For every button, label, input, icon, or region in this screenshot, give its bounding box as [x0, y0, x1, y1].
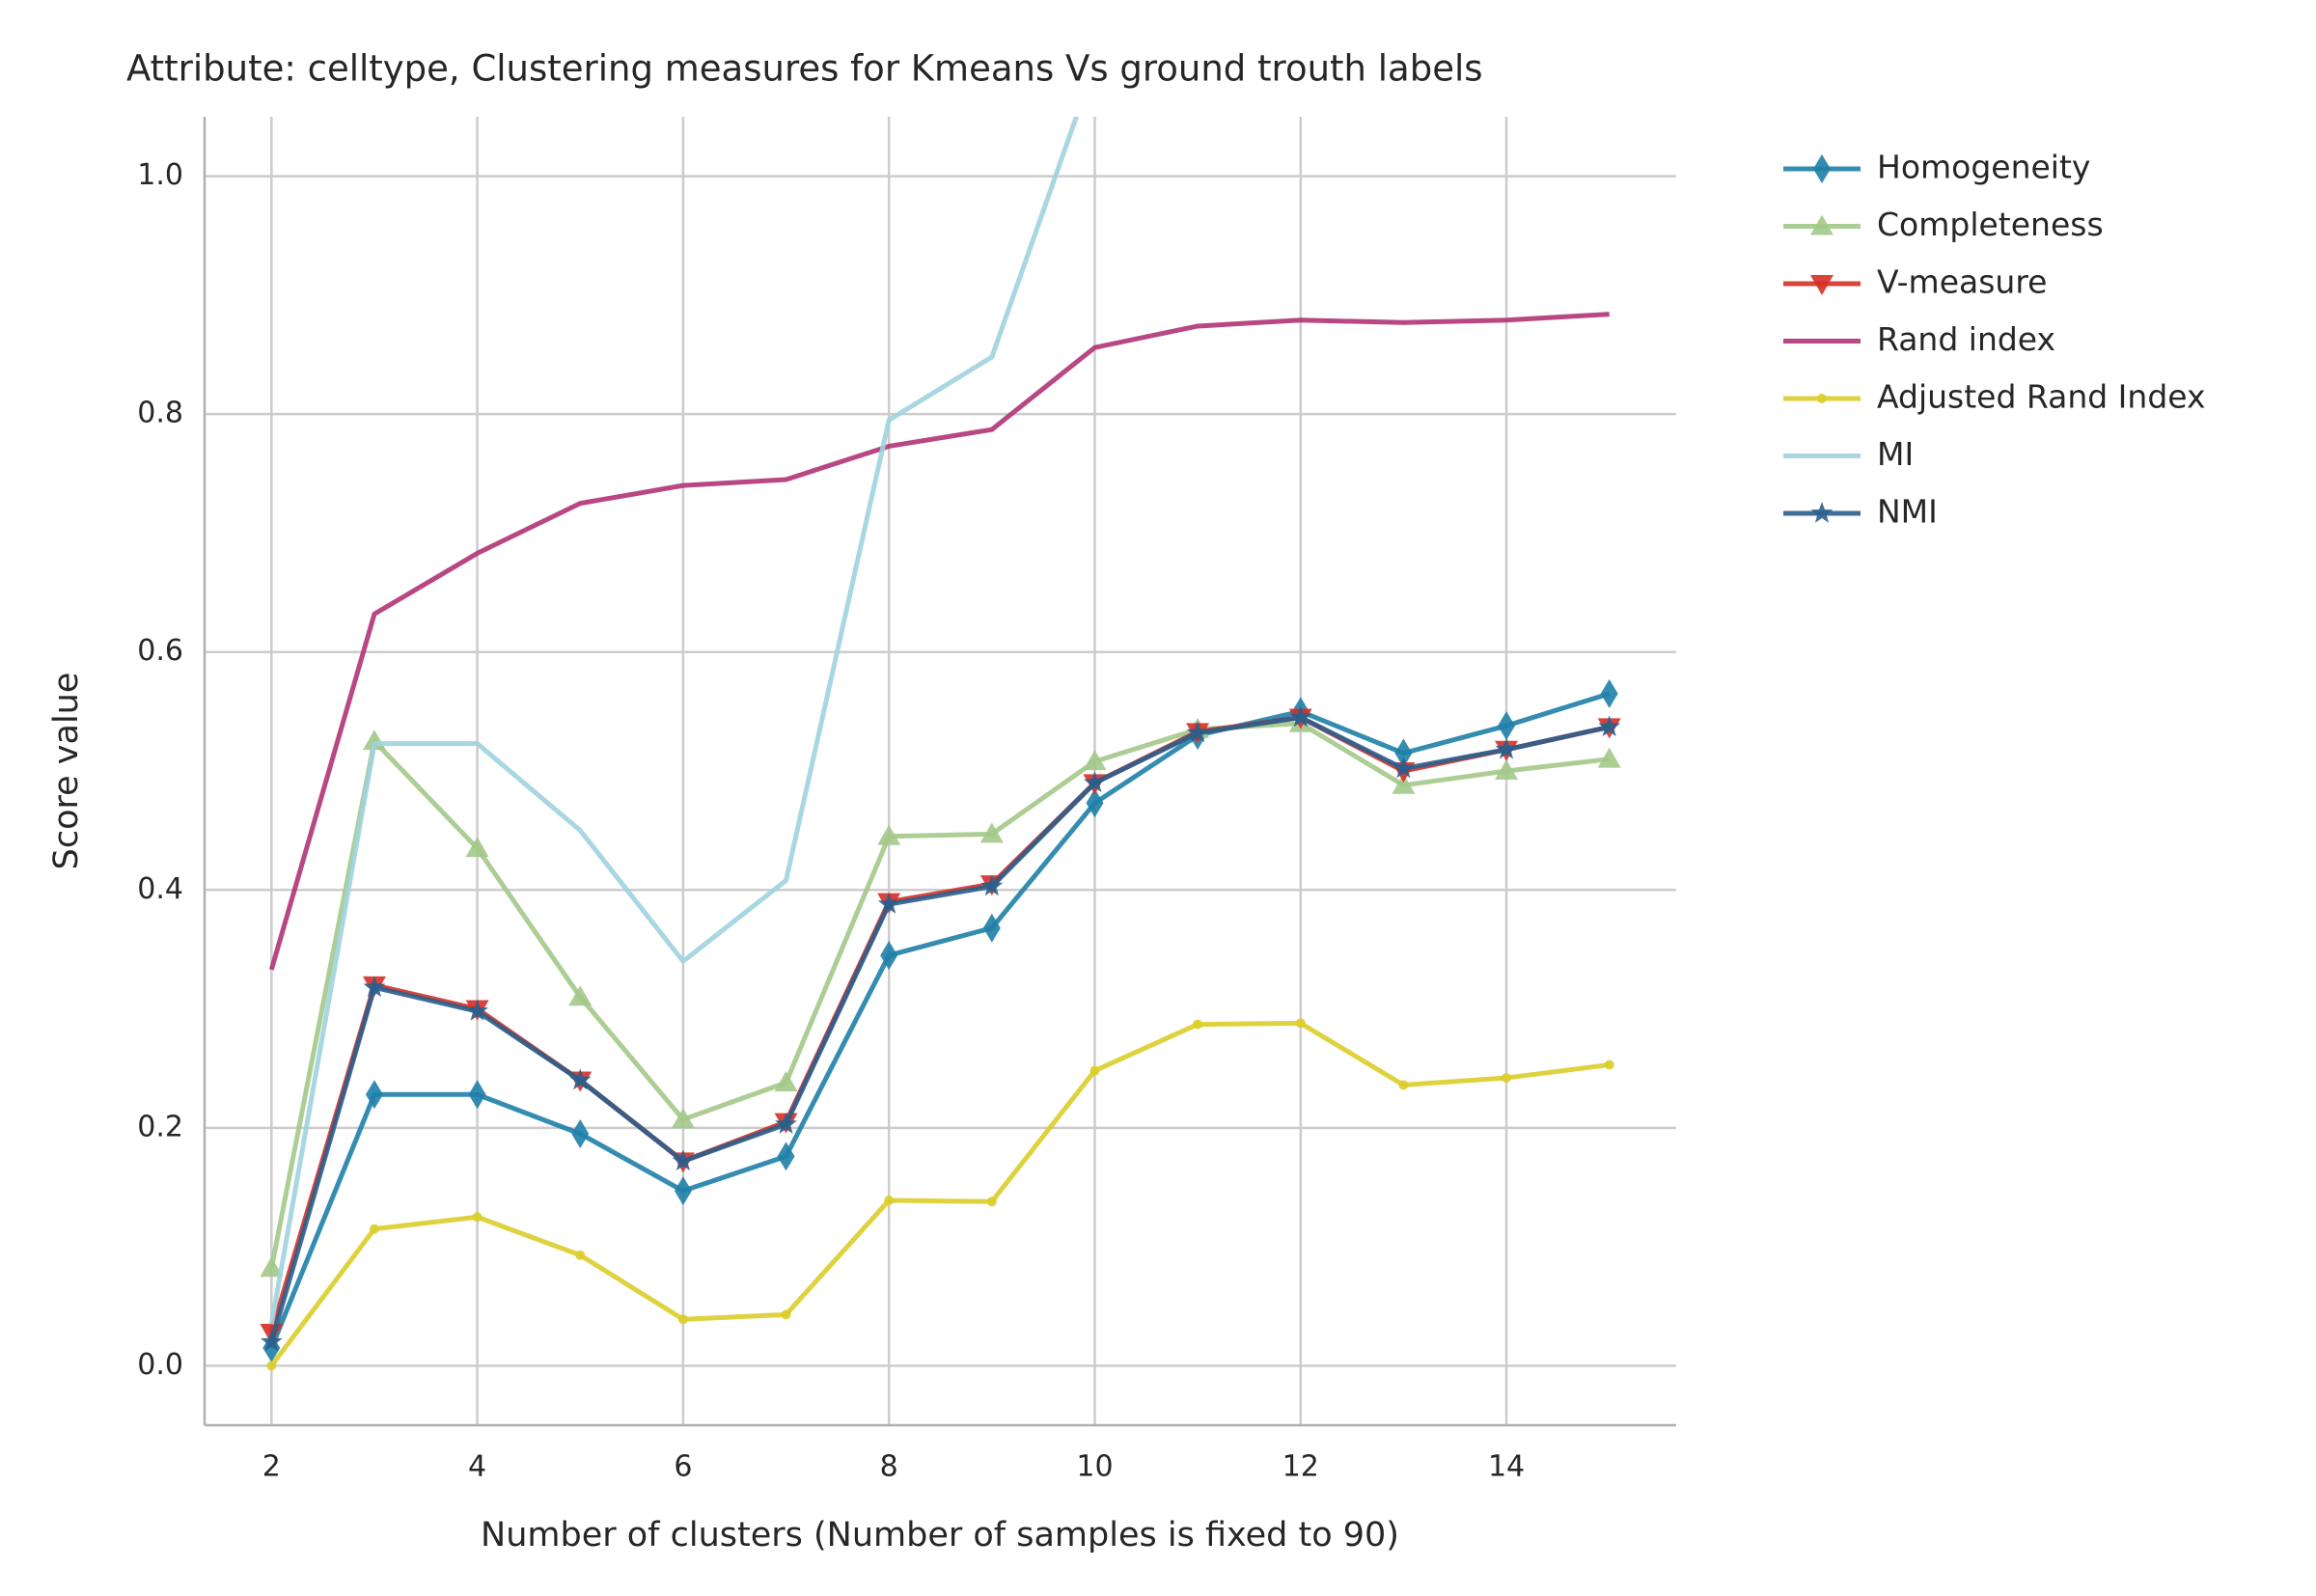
marker [571, 1118, 590, 1148]
marker [1289, 705, 1312, 728]
marker [369, 1224, 379, 1234]
marker [1600, 678, 1618, 708]
marker [877, 824, 901, 845]
legend-label: Adjusted Rand Index [1877, 378, 2206, 416]
x-axis-label: Number of clusters (Number of samples is… [481, 1516, 1399, 1555]
marker [575, 1250, 586, 1260]
marker [986, 1197, 997, 1207]
y-tick-label: 0.4 [137, 872, 183, 906]
legend-label: MI [1877, 435, 1914, 473]
marker [468, 1080, 486, 1110]
marker [877, 893, 900, 914]
marker [1392, 757, 1415, 779]
axes: 0.0 0.2 0.4 0.6 0.8 1.0 2 4 6 8 10 12 14 [137, 117, 1676, 1484]
marker [568, 985, 593, 1006]
marker [1495, 737, 1518, 759]
marker [1498, 711, 1516, 741]
marker [674, 1176, 692, 1206]
marker [1084, 771, 1106, 793]
marker [1810, 275, 1834, 295]
marker [1598, 715, 1621, 737]
x-tick-label: 4 [468, 1450, 486, 1484]
series-line [268, 312, 1610, 971]
marker [671, 1108, 695, 1129]
legend-label: Rand index [1877, 320, 2055, 358]
y-tick-label: 0.0 [137, 1348, 183, 1382]
x-tick-label: 10 [1076, 1450, 1113, 1484]
chart-title: Attribute: celltype, Clustering measures… [126, 48, 1483, 90]
legend-label: Homogeneity [1877, 149, 2090, 186]
x-tick-label: 2 [262, 1450, 281, 1484]
series-line [268, 117, 1080, 1325]
marker [1083, 750, 1107, 771]
marker [880, 941, 898, 971]
series-line [269, 691, 1611, 1349]
marker [260, 1330, 283, 1352]
x-tick-label: 6 [674, 1450, 692, 1484]
marker [363, 976, 386, 998]
marker [1502, 1073, 1512, 1084]
marker [466, 1000, 489, 1021]
grid [205, 117, 1676, 1425]
marker [1086, 788, 1104, 818]
x-tick-label: 12 [1282, 1450, 1319, 1484]
marker [672, 1149, 695, 1171]
y-tick-label: 0.6 [137, 634, 183, 668]
y-axis-label: Score value [47, 673, 86, 870]
marker [1495, 759, 1519, 780]
marker [1817, 394, 1827, 403]
marker [365, 1080, 383, 1110]
marker [1810, 214, 1834, 235]
y-tick-label: 0.2 [137, 1110, 183, 1143]
marker [1193, 1019, 1203, 1030]
marker [1089, 1065, 1100, 1076]
marker [1398, 1080, 1409, 1090]
marker [1392, 773, 1416, 794]
legend-label: Completeness [1877, 206, 2104, 243]
x-tick-label: 14 [1488, 1450, 1525, 1484]
series-line [268, 721, 1610, 1269]
marker [260, 1256, 284, 1278]
marker [1394, 738, 1413, 768]
marker [1813, 154, 1831, 183]
marker [775, 1113, 797, 1134]
marker [1186, 721, 1209, 743]
marker [774, 1070, 798, 1091]
marker [1810, 502, 1834, 523]
marker [781, 1309, 791, 1320]
legend-label: NMI [1877, 493, 1938, 531]
series-line [268, 715, 1611, 1343]
series-line [269, 1020, 1610, 1367]
marker [1604, 1059, 1614, 1070]
marker [1597, 747, 1621, 768]
x-tick-label: 8 [880, 1450, 898, 1484]
series-line [268, 715, 1611, 1334]
marker [982, 913, 1001, 943]
marker [980, 874, 1004, 896]
legend-label: V-measure [1877, 263, 2047, 301]
marker [677, 1314, 688, 1325]
legend: Homogeneity Completeness V-measure Rand ind… [1783, 149, 2206, 531]
y-tick-label: 1.0 [137, 158, 183, 192]
marker [979, 822, 1004, 843]
marker [884, 1196, 895, 1206]
marker [472, 1212, 482, 1223]
marker [1295, 1018, 1306, 1029]
y-tick-label: 0.8 [137, 397, 183, 430]
marker [465, 837, 489, 858]
series-area [260, 117, 1621, 1371]
marker [568, 1068, 592, 1090]
marker [777, 1142, 795, 1171]
marker [266, 1361, 277, 1371]
